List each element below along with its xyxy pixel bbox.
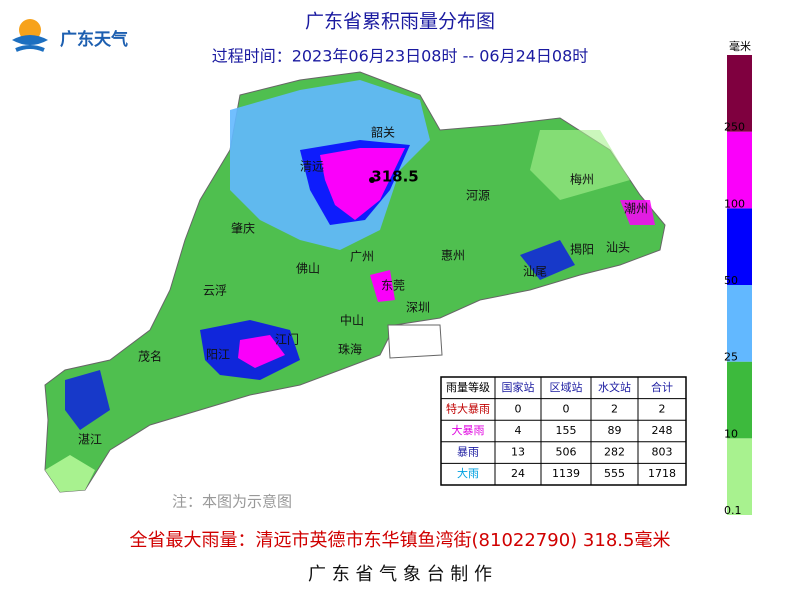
city-label: 广州: [350, 250, 374, 264]
city-label: 茂名: [138, 349, 162, 364]
legend-band: [727, 131, 752, 209]
city-label: 肇庆: [231, 221, 255, 236]
legend-band: [727, 438, 752, 515]
table-cell: 24: [511, 467, 525, 480]
table-cell: 特大暴雨: [446, 401, 490, 415]
summary: 全省最大雨量：清远市英德市东华镇鱼湾街(81022790) 318.5毫米: [130, 530, 671, 551]
legend-band: [727, 208, 752, 285]
legend-label: 0.1: [724, 504, 742, 517]
city-label: 云浮: [203, 284, 227, 298]
logo-text: 广东天气: [60, 29, 128, 50]
city-label: 汕尾: [523, 265, 547, 279]
logo: 广东天气: [12, 19, 128, 52]
table-cell: 暴雨: [457, 446, 479, 459]
table-cell: 1139: [552, 467, 580, 480]
legend-label: 25: [724, 351, 738, 364]
table-cell: 155: [556, 424, 577, 437]
city-label: 珠海: [338, 342, 362, 357]
note: 注：本图为示意图: [172, 493, 292, 511]
table-cell: 2: [611, 402, 618, 415]
table-cell: 大雨: [457, 466, 479, 480]
title: 广东省累积雨量分布图: [305, 11, 495, 33]
table-header: 水文站: [598, 380, 631, 394]
table-cell: 555: [604, 467, 625, 480]
table-cell: 803: [652, 446, 673, 459]
table-header: 国家站: [502, 380, 535, 394]
table-header: 区域站: [550, 380, 583, 394]
legend-band: [727, 285, 752, 362]
legend-label: 250: [724, 121, 745, 134]
city-label: 梅州: [570, 172, 594, 187]
table-cell: 89: [608, 424, 622, 437]
legend: 毫米 0.1 10 25 50 100 250: [724, 39, 752, 517]
legend-label: 10: [724, 427, 738, 440]
table-cell: 0: [563, 402, 570, 415]
city-label: 江门: [275, 332, 299, 347]
table-header: 合计: [651, 380, 673, 394]
subtitle: 过程时间：2023年06月23日08时 -- 06月24日08时: [212, 47, 589, 66]
city-label: 中山: [340, 313, 364, 328]
table-cell: 13: [511, 446, 525, 459]
max-point: [369, 177, 375, 183]
city-label: 佛山: [296, 262, 320, 276]
table-frame: [440, 376, 687, 486]
table-cell: 506: [556, 446, 577, 459]
city-label: 深圳: [406, 301, 430, 315]
city-label: 河源: [466, 189, 490, 203]
city-label: 韶关: [371, 125, 395, 140]
city-label: 潮州: [624, 201, 648, 216]
city-label: 清远: [300, 160, 324, 174]
city-label: 湛江: [78, 433, 102, 447]
city-label: 汕头: [606, 241, 630, 255]
legend-band: [727, 361, 752, 439]
table-cell: 282: [604, 446, 625, 459]
table-cell: 248: [652, 424, 673, 437]
city-label: 揭阳: [570, 242, 594, 257]
footer: 广 东 省 气 象 台 制 作: [308, 564, 492, 585]
table-cell: 大暴雨: [452, 423, 485, 437]
legend-label: 100: [724, 197, 745, 210]
table-cell: 2: [659, 402, 666, 415]
table-cell: 0: [515, 402, 522, 415]
table-cell: 4: [515, 424, 522, 437]
legend-unit: 毫米: [729, 39, 751, 53]
city-label: 阳江: [206, 348, 230, 362]
city-label: 惠州: [441, 249, 465, 263]
max-value: 318.5: [371, 168, 418, 186]
legend-label: 50: [724, 274, 738, 287]
map: 318.5 韶关 清远 河源 梅州 潮州 肇庆 广州 惠州 揭阳 汕头 佛山 汕…: [44, 71, 666, 493]
table-cell: 1718: [648, 467, 676, 480]
city-label: 东莞: [381, 279, 405, 293]
legend-band: [727, 55, 752, 132]
table-header: 雨量等级: [446, 380, 490, 394]
